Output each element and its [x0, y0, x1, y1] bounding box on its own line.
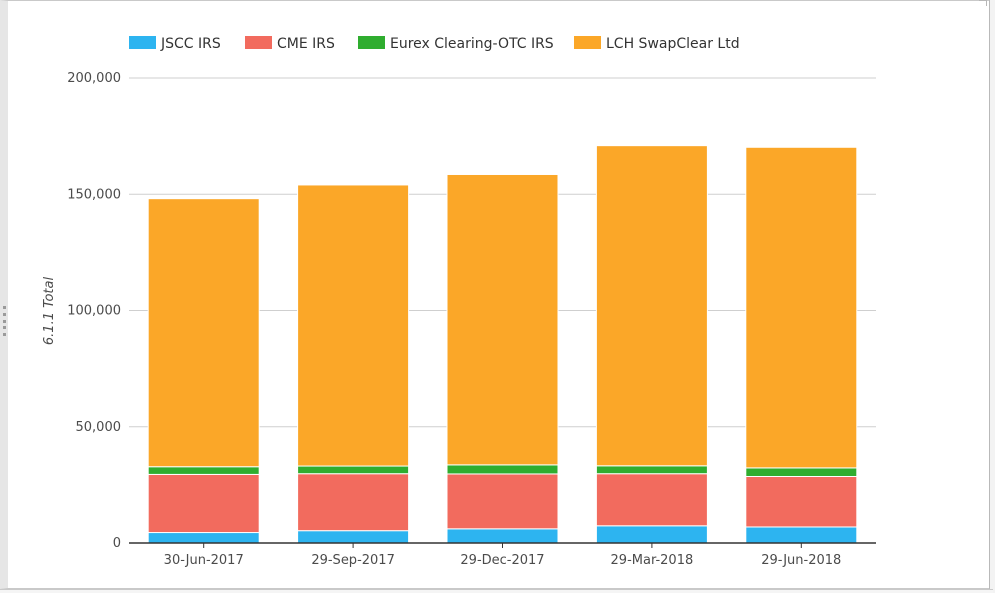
x-tick-label: 29-Dec-2017: [460, 553, 544, 568]
y-tick-label: 100,000: [67, 304, 121, 319]
y-tick-label: 150,000: [67, 187, 121, 202]
y-tick-label: 50,000: [76, 420, 122, 435]
bar-segment[interactable]: [446, 528, 559, 544]
legend-swatch[interactable]: [129, 36, 156, 49]
bar-segment[interactable]: [446, 473, 559, 530]
bar-segment[interactable]: [297, 465, 410, 475]
bar-segment[interactable]: [595, 465, 708, 475]
resize-handle[interactable]: [2, 306, 6, 336]
bar-segment[interactable]: [745, 146, 858, 469]
bar-segment[interactable]: [147, 466, 260, 475]
bars: [147, 145, 858, 544]
x-tick-label: 29-Mar-2018: [611, 553, 694, 568]
panel-corner: [979, 0, 987, 6]
bar-segment[interactable]: [446, 464, 559, 475]
bar-segment[interactable]: [745, 467, 858, 478]
bar-segment[interactable]: [147, 198, 260, 468]
bar-segment[interactable]: [446, 173, 559, 466]
legend-label[interactable]: LCH SwapClear Ltd: [606, 36, 740, 52]
horizontal-scrollbar[interactable]: [0, 589, 993, 593]
y-tick-label: 200,000: [67, 71, 121, 86]
legend-swatch[interactable]: [245, 36, 272, 49]
bar-segment[interactable]: [147, 532, 260, 544]
vertical-scrollbar[interactable]: [989, 0, 995, 593]
axes: 0 50,000 100,000 150,000 200,000 30-Jun-2017 2…: [67, 71, 876, 568]
legend-label[interactable]: CME IRS: [277, 36, 335, 52]
legend-label[interactable]: JSCC IRS: [160, 36, 221, 52]
bar-segment[interactable]: [297, 184, 410, 467]
y-tick-label: 0: [113, 536, 121, 551]
x-tick-label: 29-Jun-2018: [761, 553, 841, 568]
bar-segment[interactable]: [297, 473, 410, 532]
x-tick-label: 30-Jun-2017: [164, 553, 244, 568]
bar-segment[interactable]: [297, 530, 410, 544]
legend: JSCC IRS CME IRS Eurex Clearing-OTC IRS LCH…: [129, 36, 740, 52]
legend-swatch[interactable]: [358, 36, 385, 49]
x-tick-label: 29-Sep-2017: [311, 553, 395, 568]
bar-segment[interactable]: [745, 526, 858, 544]
bar-segment[interactable]: [745, 476, 858, 528]
legend-swatch[interactable]: [574, 36, 601, 49]
bar-segment[interactable]: [595, 473, 708, 527]
bar-segment[interactable]: [595, 145, 708, 467]
legend-label[interactable]: Eurex Clearing-OTC IRS: [390, 36, 554, 52]
bar-segment[interactable]: [595, 525, 708, 544]
y-axis-label: 6.1.1 Total: [42, 277, 57, 346]
bar-segment[interactable]: [147, 473, 260, 534]
